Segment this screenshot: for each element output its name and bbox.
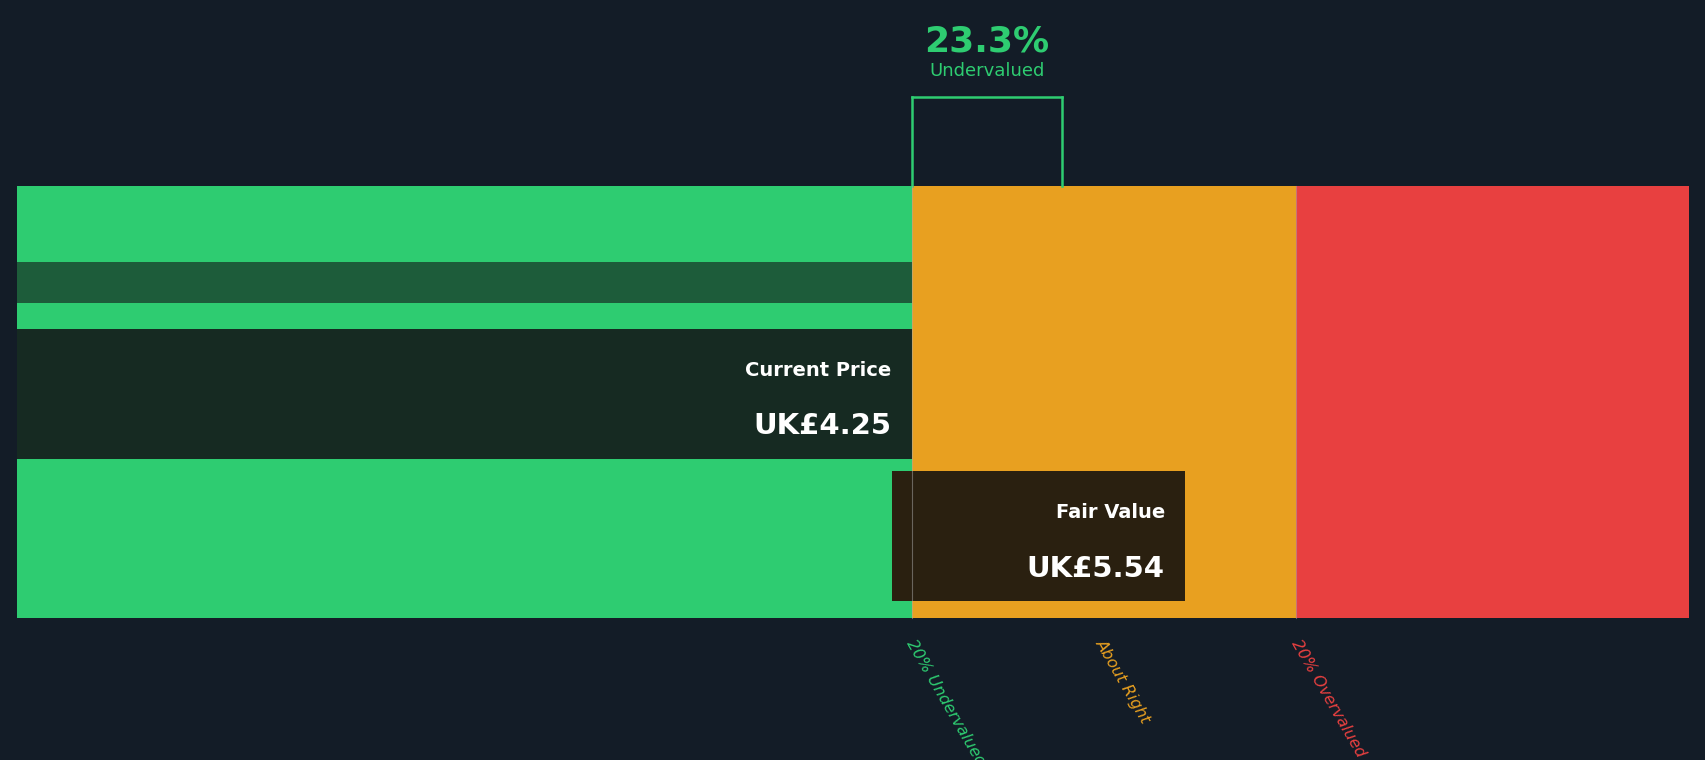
Bar [892, 471, 1185, 601]
Bar [17, 413, 910, 454]
Text: Fair Value: Fair Value [1055, 503, 1165, 522]
Text: Current Price: Current Price [745, 361, 892, 380]
Text: UK£5.54: UK£5.54 [1026, 555, 1165, 583]
Text: 20% Overvalued: 20% Overvalued [1287, 637, 1367, 760]
Bar [17, 262, 910, 303]
Text: UK£4.25: UK£4.25 [754, 412, 892, 440]
Text: About Right: About Right [1091, 637, 1153, 727]
Text: 20% Undervalued: 20% Undervalued [904, 637, 987, 760]
Bar [17, 337, 910, 378]
Text: Undervalued: Undervalued [929, 62, 1043, 80]
Text: 23.3%: 23.3% [924, 24, 1049, 58]
Bar [910, 186, 1296, 619]
Bar [17, 329, 910, 458]
Bar [17, 186, 910, 619]
Bar [1296, 186, 1688, 619]
